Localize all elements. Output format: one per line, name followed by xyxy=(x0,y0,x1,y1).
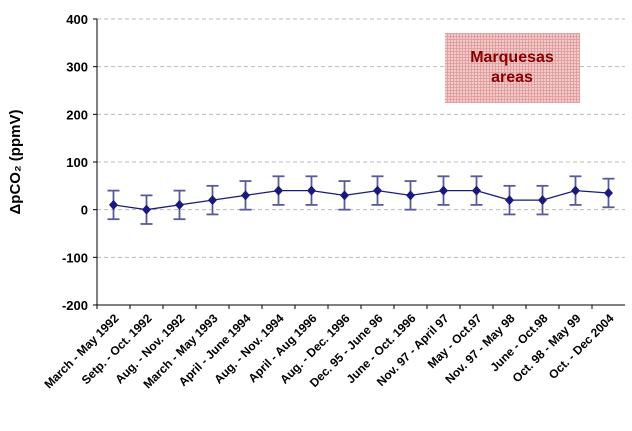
marker xyxy=(274,185,283,196)
y-tick-label: 0 xyxy=(81,203,88,218)
marker xyxy=(373,185,382,196)
y-tick-label: 200 xyxy=(66,107,88,122)
y-tick-label: -200 xyxy=(62,298,88,313)
marker xyxy=(241,190,250,201)
marker xyxy=(538,195,547,206)
marker xyxy=(208,195,217,206)
marker xyxy=(439,185,448,196)
marker xyxy=(175,199,184,210)
marker xyxy=(109,199,118,210)
y-tick-label: -100 xyxy=(62,250,88,265)
annotation-box xyxy=(445,33,580,103)
marker xyxy=(604,187,613,198)
marker xyxy=(571,185,580,196)
y-tick-label: 400 xyxy=(66,12,88,27)
y-axis-label: ΔpCO₂ (ppmV) xyxy=(7,110,24,215)
marker xyxy=(142,204,151,215)
marker xyxy=(505,195,514,206)
marker xyxy=(340,190,349,201)
marker xyxy=(472,185,481,196)
annotation: areas xyxy=(491,69,533,86)
marker xyxy=(307,185,316,196)
y-tick-label: 100 xyxy=(66,155,88,170)
line xyxy=(113,189,609,211)
y-tick-label: 300 xyxy=(66,60,88,75)
marker xyxy=(406,190,415,201)
annotation: Marquesas xyxy=(470,49,554,66)
